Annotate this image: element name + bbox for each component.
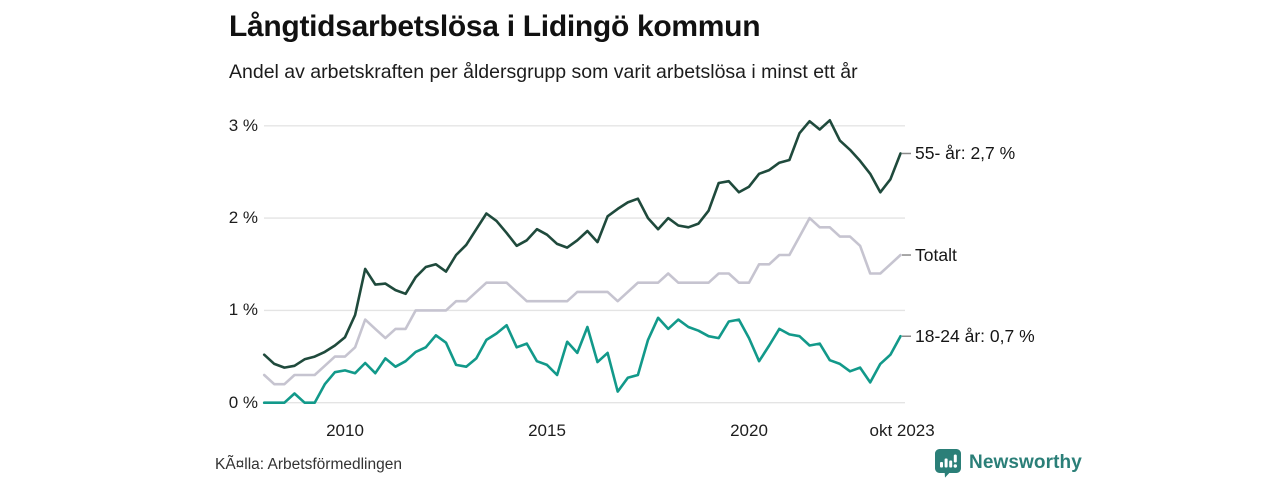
source-note: KÃ¤lla: Arbetsförmedlingen (215, 456, 402, 473)
chart-subtitle: Andel av arbetskraften per åldersgrupp s… (229, 61, 858, 83)
series-end-label-1-Totalt: Totalt (915, 245, 957, 266)
y-tick-label: 1 % (228, 300, 258, 320)
x-tick-label: okt 2023 (869, 421, 935, 440)
series-end-label-0-55-år: 55- år: 2,7 % (915, 143, 1016, 164)
brand-logo: Newsworthy (934, 448, 1082, 478)
series-line-1-Totalt (262, 216, 902, 386)
series-line-2-18-24år (262, 316, 902, 405)
newsworthy-icon (935, 449, 961, 478)
series-line-0-55-år (262, 119, 902, 369)
y-tick-label: 0 % (228, 392, 258, 412)
chart-title: Långtidsarbetslösa i Lidingö kommun (229, 10, 761, 43)
x-tick-label: 2010 (326, 421, 364, 440)
x-tick-label: 2020 (730, 421, 768, 440)
brand-name: Newsworthy (969, 452, 1082, 473)
x-tick-label: 2015 (528, 421, 566, 440)
y-tick-label: 2 % (228, 208, 258, 228)
y-tick-label: 3 % (228, 115, 258, 135)
series-end-label-2-18-24år: 18-24 år: 0,7 % (915, 326, 1035, 347)
